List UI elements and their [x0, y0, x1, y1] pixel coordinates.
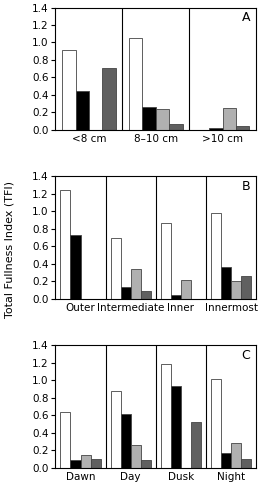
Bar: [111, 238, 121, 298]
Bar: [111, 392, 121, 468]
Text: B: B: [242, 180, 250, 193]
Bar: [91, 459, 101, 468]
Bar: [221, 267, 231, 298]
Bar: [169, 124, 182, 130]
Bar: [231, 444, 241, 468]
Bar: [241, 459, 251, 468]
Bar: [121, 414, 131, 468]
Text: C: C: [241, 349, 250, 362]
Bar: [171, 386, 181, 468]
Bar: [81, 456, 91, 468]
Bar: [70, 236, 81, 298]
Bar: [131, 268, 141, 298]
Bar: [62, 50, 76, 130]
Bar: [121, 288, 131, 298]
Bar: [141, 460, 151, 468]
Bar: [76, 90, 89, 130]
Bar: [236, 126, 249, 130]
Bar: [102, 68, 116, 130]
Bar: [131, 445, 141, 468]
Text: Total Fullness Index (TFI): Total Fullness Index (TFI): [4, 182, 14, 318]
Bar: [156, 110, 169, 130]
Bar: [60, 190, 70, 298]
Bar: [231, 281, 241, 298]
Bar: [211, 379, 221, 468]
Bar: [209, 128, 223, 130]
Bar: [223, 108, 236, 130]
Bar: [241, 276, 251, 298]
Bar: [181, 280, 191, 298]
Bar: [211, 213, 221, 298]
Bar: [142, 106, 156, 130]
Text: A: A: [242, 11, 250, 24]
Bar: [70, 460, 81, 468]
Bar: [161, 364, 171, 468]
Bar: [129, 38, 142, 130]
Bar: [171, 295, 181, 298]
Bar: [221, 452, 231, 468]
Bar: [141, 291, 151, 298]
Bar: [191, 422, 201, 468]
Bar: [161, 223, 171, 298]
Bar: [60, 412, 70, 468]
